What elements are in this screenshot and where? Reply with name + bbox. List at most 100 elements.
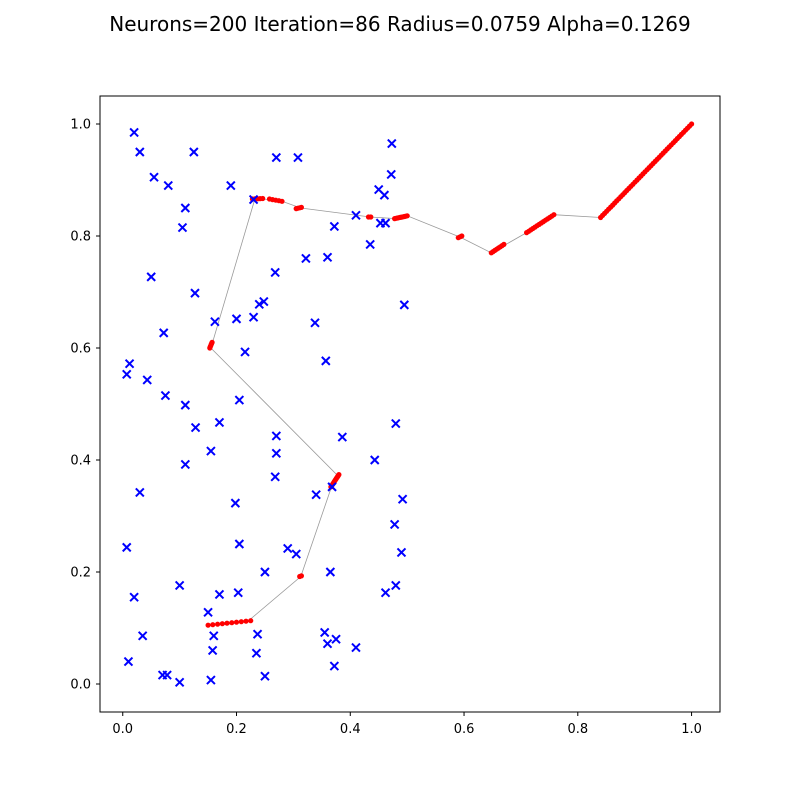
city-point [123, 656, 134, 667]
city-point [311, 490, 321, 500]
city-point [370, 455, 380, 465]
city-point [329, 661, 340, 671]
city-point [271, 448, 282, 458]
city-point [163, 180, 173, 191]
city-point [391, 580, 401, 591]
y-tick-label: 0.6 [70, 342, 91, 357]
city-point [351, 642, 361, 653]
city-point [137, 631, 148, 641]
x-tick-label: 1.0 [681, 722, 702, 737]
city-point [210, 316, 220, 327]
city-point [206, 675, 216, 685]
city-point [380, 218, 391, 228]
city-point [386, 169, 396, 180]
city-point [146, 272, 156, 282]
city-point [282, 543, 293, 554]
city-point [389, 519, 400, 530]
x-tick-label: 0.6 [454, 722, 475, 737]
city-point [230, 498, 241, 508]
city-point [248, 194, 259, 205]
city-point [162, 670, 172, 680]
city-point [190, 422, 201, 433]
city-point [209, 631, 219, 641]
city-point [259, 296, 269, 307]
y-tick-label: 0.2 [70, 566, 91, 581]
neuron-point [229, 620, 235, 626]
city-point [396, 547, 407, 558]
city-point [233, 588, 243, 598]
x-axis: 0.0 0.2 0.4 0.6 0.8 1.0 [112, 712, 702, 737]
neuron-point [501, 241, 507, 247]
city-point [135, 147, 145, 157]
neuron-point [459, 233, 465, 239]
city-point [271, 431, 282, 441]
city-point [327, 482, 337, 492]
neuron-point [210, 622, 216, 628]
city-point [180, 459, 191, 470]
city-point [301, 253, 311, 264]
neuron-point [689, 121, 695, 127]
city-point [122, 542, 132, 553]
city-point [234, 539, 245, 549]
neuron-point [404, 213, 410, 219]
city-point [234, 395, 245, 405]
neuron-point [238, 619, 244, 625]
city-point [180, 400, 191, 410]
city-point [177, 222, 188, 233]
chart-title: Neurons=200 Iteration=86 Radius=0.0759 A… [109, 12, 691, 36]
city-point [351, 210, 361, 220]
city-point [149, 172, 159, 182]
city-points [122, 127, 410, 688]
city-point [135, 487, 145, 498]
neuron-point [368, 214, 374, 220]
city-point [365, 239, 375, 250]
city-point [206, 446, 216, 456]
city-point [391, 418, 401, 429]
city-point [387, 138, 397, 149]
city-point [226, 180, 236, 191]
neuron-point [551, 212, 557, 218]
x-tick-label: 0.2 [226, 722, 247, 737]
city-point [124, 358, 135, 369]
city-point [322, 252, 333, 262]
neuron-point [298, 573, 304, 579]
city-point [160, 390, 171, 401]
city-point [291, 549, 301, 559]
city-point [231, 314, 242, 324]
city-point [129, 592, 139, 602]
axes-frame [99, 95, 721, 713]
city-point [337, 432, 348, 442]
city-point [129, 127, 139, 138]
city-point [260, 567, 270, 577]
city-point [331, 634, 341, 644]
city-point [329, 221, 340, 232]
neuron-point [209, 339, 215, 345]
city-point [174, 677, 185, 688]
city-point [254, 299, 264, 310]
city-point [251, 648, 262, 658]
city-point [248, 312, 259, 322]
neuron-point [298, 204, 304, 210]
city-point [190, 288, 200, 298]
city-point [310, 318, 320, 328]
x-tick-label: 0.0 [112, 722, 133, 737]
neuron-point [279, 198, 285, 204]
city-point [260, 671, 270, 681]
city-point [180, 203, 191, 213]
y-axis: 0.0 0.2 0.4 0.6 0.8 1.0 [70, 118, 100, 693]
city-point [380, 588, 391, 598]
city-point [240, 347, 250, 357]
y-tick-label: 0.4 [70, 454, 91, 469]
neuron-points [205, 121, 695, 628]
neuron-point [219, 621, 225, 627]
plot-area [122, 121, 695, 688]
city-point [325, 567, 336, 577]
neuron-point [248, 618, 254, 624]
neuron-point [205, 622, 211, 628]
city-point [122, 369, 132, 380]
city-point [379, 190, 390, 200]
neuron-point [224, 620, 230, 626]
neuron-point [243, 618, 249, 624]
